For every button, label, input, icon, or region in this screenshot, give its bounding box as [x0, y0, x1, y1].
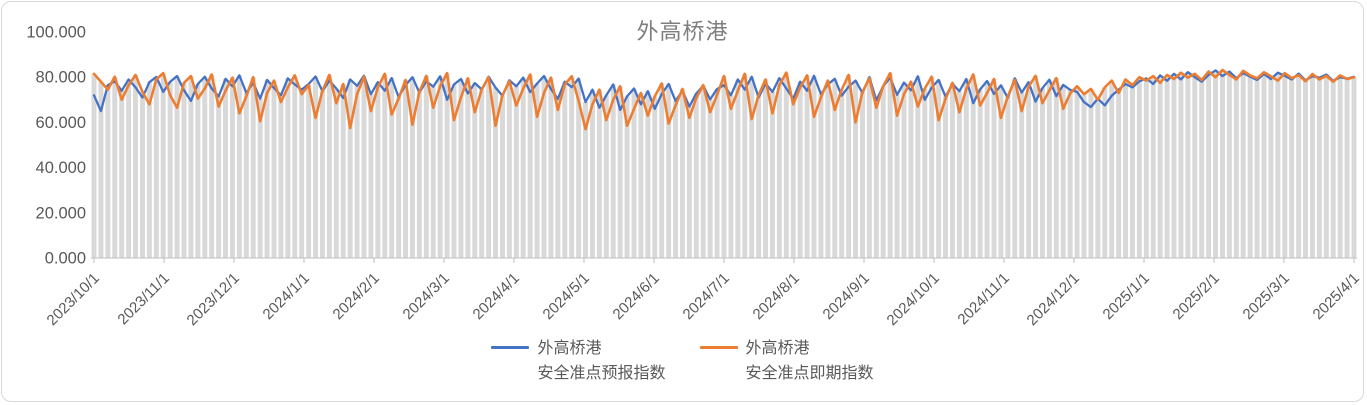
legend-label-forecast-line2: 安全准点预报指数	[537, 365, 666, 382]
legend-item-forecast: 外高桥港 安全准点预报指数	[491, 336, 666, 386]
svg-text:2024/4/1: 2024/4/1	[470, 270, 523, 323]
svg-text:2024/12/1: 2024/12/1	[1024, 270, 1083, 329]
svg-text:2023/11/1: 2023/11/1	[114, 270, 172, 328]
svg-text:2024/8/1: 2024/8/1	[750, 270, 803, 323]
svg-text:2024/3/1: 2024/3/1	[400, 270, 453, 323]
svg-text:100.000: 100.000	[26, 24, 86, 42]
svg-text:2025/2/1: 2025/2/1	[1170, 270, 1223, 323]
chart-title: 外高桥港	[636, 19, 729, 44]
legend-label-spot-line1: 外高桥港	[745, 340, 810, 357]
svg-text:40.000: 40.000	[36, 159, 86, 177]
svg-text:2024/10/1: 2024/10/1	[884, 270, 943, 329]
svg-text:2024/2/1: 2024/2/1	[330, 270, 383, 323]
x-axis	[91, 257, 1357, 263]
legend-line-swatch-spot	[699, 346, 738, 349]
svg-text:80.000: 80.000	[36, 69, 86, 87]
chart-legend: 外高桥港 安全准点预报指数 外高桥港 安全准点即期指数	[2, 336, 1363, 386]
y-axis-labels: 0.000 20.000 40.000 60.000 80.000 100.000	[26, 24, 86, 268]
svg-text:2024/6/1: 2024/6/1	[610, 270, 663, 323]
svg-text:2024/5/1: 2024/5/1	[540, 270, 593, 323]
legend-label-spot-line2: 安全准点即期指数	[745, 365, 874, 382]
svg-text:2024/7/1: 2024/7/1	[680, 270, 733, 323]
svg-text:0.000: 0.000	[45, 250, 86, 268]
legend-label-forecast-line1: 外高桥港	[537, 340, 602, 357]
legend-line-swatch-forecast	[491, 346, 530, 349]
svg-text:2025/1/1: 2025/1/1	[1100, 270, 1153, 323]
svg-text:2023/12/1: 2023/12/1	[184, 270, 243, 329]
port-punctuality-chart: 0.000 20.000 40.000 60.000 80.000 100.000 2023…	[26, 24, 1363, 330]
x-axis-labels: 2023/10/1 2023/11/1 2023/12/1 2024/1/1 2024/…	[44, 270, 1363, 329]
legend-item-spot: 外高桥港 安全准点即期指数	[699, 336, 874, 386]
svg-text:2025/3/1: 2025/3/1	[1240, 270, 1293, 323]
svg-text:2023/10/1: 2023/10/1	[44, 270, 103, 329]
svg-text:60.000: 60.000	[36, 114, 86, 132]
svg-text:2024/9/1: 2024/9/1	[820, 270, 873, 323]
background-columns	[91, 69, 1357, 259]
series-line-spot	[92, 68, 1356, 131]
svg-text:2024/1/1: 2024/1/1	[260, 270, 313, 323]
svg-text:2024/11/1: 2024/11/1	[954, 270, 1012, 328]
svg-text:20.000: 20.000	[36, 204, 86, 222]
svg-text:2025/4/1: 2025/4/1	[1310, 270, 1363, 323]
